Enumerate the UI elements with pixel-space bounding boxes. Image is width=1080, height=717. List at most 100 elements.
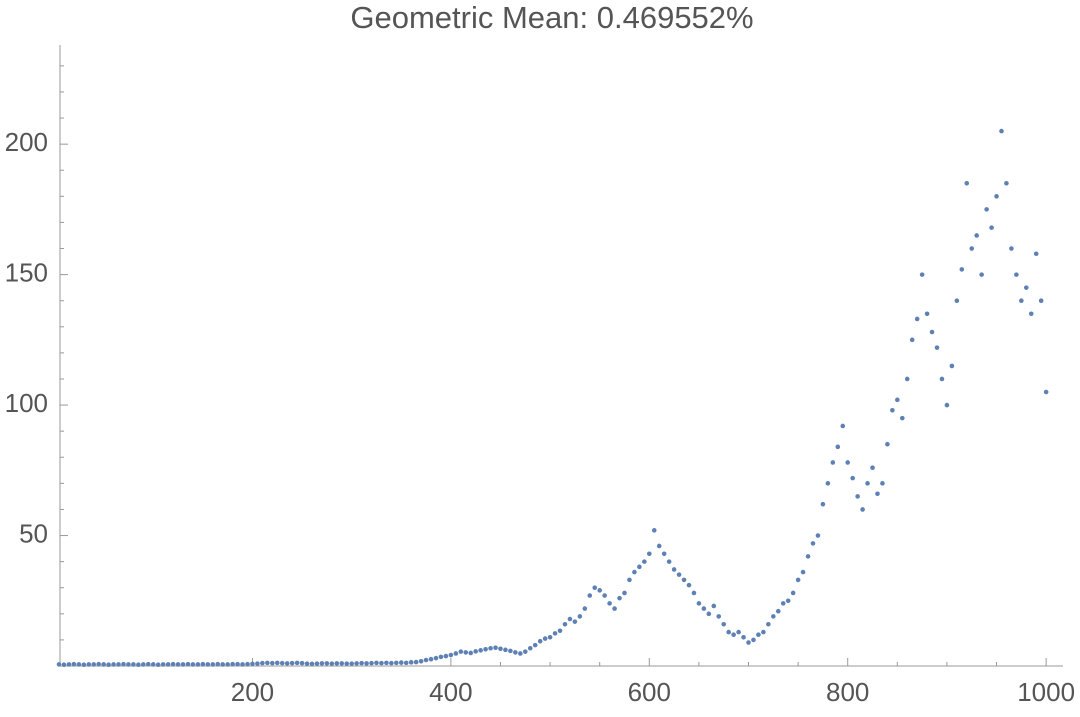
point xyxy=(309,661,315,667)
x-tick-label: 600 xyxy=(628,677,671,707)
point xyxy=(711,603,717,609)
point xyxy=(478,648,483,653)
point xyxy=(766,621,771,627)
point xyxy=(314,661,320,666)
point xyxy=(597,588,602,593)
point xyxy=(929,329,935,335)
point xyxy=(483,647,488,652)
y-tick-label: 100 xyxy=(5,388,48,418)
y-tick-label: 200 xyxy=(5,127,48,157)
point xyxy=(473,649,478,654)
point xyxy=(627,577,632,583)
point xyxy=(359,660,364,666)
point xyxy=(1009,246,1014,251)
point xyxy=(488,645,493,651)
point xyxy=(384,660,389,666)
point xyxy=(676,572,682,577)
point xyxy=(131,662,136,667)
point xyxy=(994,194,999,199)
point xyxy=(572,619,578,624)
chart-title: Geometric Mean: 0.469552% xyxy=(350,0,753,35)
point xyxy=(919,272,925,277)
point xyxy=(696,601,702,606)
point xyxy=(726,629,731,635)
point xyxy=(175,662,181,667)
point xyxy=(408,660,414,665)
point xyxy=(761,629,766,635)
point xyxy=(860,507,865,512)
point xyxy=(250,661,255,667)
point xyxy=(622,590,627,596)
point xyxy=(681,577,687,583)
point xyxy=(825,481,831,486)
point xyxy=(81,662,87,667)
point xyxy=(1004,180,1009,186)
point xyxy=(235,661,240,667)
point xyxy=(875,491,880,497)
point xyxy=(379,660,384,666)
point xyxy=(890,407,895,413)
point xyxy=(334,661,340,666)
point xyxy=(671,567,677,572)
point xyxy=(731,632,736,637)
point xyxy=(190,662,196,667)
point xyxy=(443,653,449,659)
point xyxy=(136,662,141,667)
point xyxy=(433,655,439,661)
point xyxy=(557,628,563,634)
point xyxy=(830,460,836,465)
point xyxy=(547,634,553,640)
point xyxy=(552,631,558,636)
point xyxy=(339,661,345,666)
point xyxy=(205,662,211,667)
point xyxy=(914,316,920,322)
point xyxy=(458,649,464,654)
point xyxy=(493,645,498,651)
point xyxy=(939,376,945,382)
point xyxy=(448,652,454,658)
point xyxy=(418,659,424,664)
point xyxy=(141,662,146,667)
point xyxy=(498,646,503,652)
point xyxy=(592,585,598,591)
point xyxy=(984,207,989,212)
point xyxy=(116,662,121,667)
point xyxy=(969,246,975,251)
point xyxy=(374,660,379,666)
point xyxy=(607,601,612,606)
point xyxy=(661,551,667,557)
point xyxy=(279,660,285,666)
point xyxy=(746,640,751,645)
point xyxy=(820,501,826,507)
point xyxy=(364,661,369,666)
point xyxy=(299,660,305,666)
point xyxy=(274,660,280,666)
point xyxy=(865,481,870,486)
point xyxy=(319,661,325,666)
point xyxy=(398,660,404,665)
point xyxy=(542,636,548,641)
point xyxy=(642,559,647,564)
point xyxy=(66,662,72,667)
point xyxy=(389,660,394,666)
point xyxy=(721,621,727,627)
point xyxy=(304,661,310,666)
point xyxy=(349,661,354,666)
point xyxy=(180,662,186,667)
point xyxy=(150,662,156,667)
point xyxy=(686,582,692,588)
point xyxy=(160,662,166,667)
point xyxy=(840,423,846,429)
point xyxy=(324,661,330,666)
point xyxy=(909,337,915,343)
point xyxy=(567,616,573,622)
point xyxy=(413,659,419,665)
point xyxy=(895,397,900,403)
point xyxy=(71,661,77,667)
point xyxy=(880,481,885,486)
point xyxy=(954,298,960,304)
point xyxy=(91,662,97,667)
point xyxy=(503,647,508,653)
point xyxy=(270,660,275,666)
